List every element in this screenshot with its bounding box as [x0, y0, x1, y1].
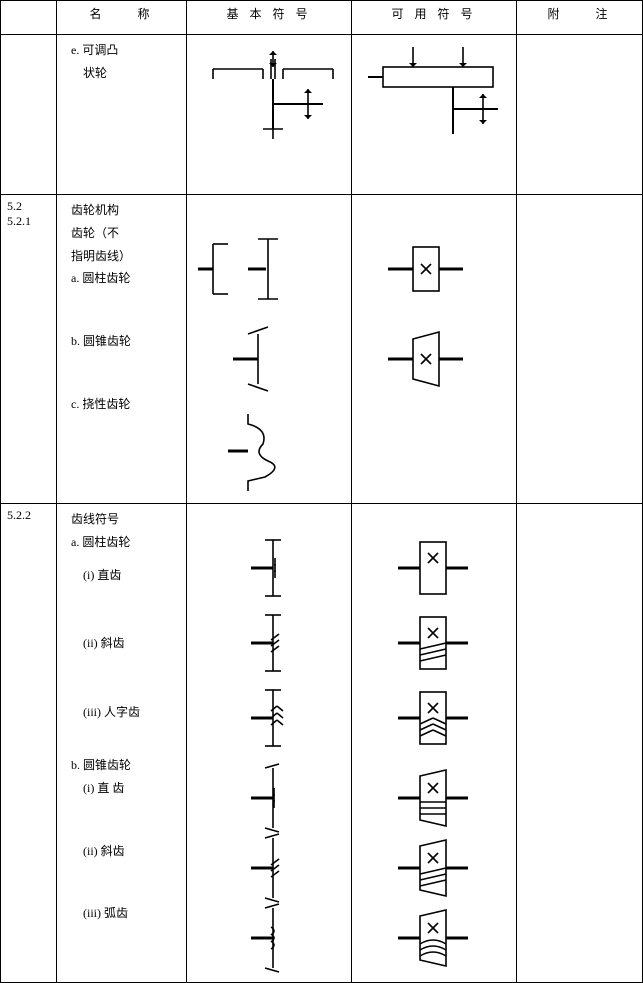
row-name: e. 可调凸状轮 [57, 35, 187, 195]
name-line: c. 挠性齿轮 [63, 393, 180, 416]
table-body: e. 可调凸状轮 5.25.2.1齿轮机构齿轮（不指明齿线）a. 圆柱齿轮b. … [1, 35, 643, 983]
note-cell [517, 35, 643, 195]
header-name: 名 称 [57, 1, 187, 35]
name-line: 指明齿线） [63, 245, 180, 268]
name-line: a. 圆柱齿轮 [63, 267, 180, 290]
name-line: 状轮 [63, 62, 180, 85]
name-line: (i) 直齿 [63, 564, 180, 587]
name-line: 齿轮机构 [63, 199, 180, 222]
row-number: 5.2.2 [1, 504, 57, 983]
header-row: 名 称 基 本 符 号 可 用 符 号 附 注 [1, 1, 643, 35]
basic-symbol-cell [187, 504, 352, 983]
name-line: 齿轮（不 [63, 222, 180, 245]
basic-symbol-cell [187, 195, 352, 504]
name-line: b. 圆锥齿轮 [63, 330, 180, 353]
row-number: 5.25.2.1 [1, 195, 57, 504]
basic-symbol-cell [187, 35, 352, 195]
row-number [1, 35, 57, 195]
name-line: (ii) 斜齿 [63, 632, 180, 655]
name-line: (iii) 弧齿 [63, 902, 180, 925]
alt-symbol-cell [352, 195, 517, 504]
note-cell [517, 195, 643, 504]
header-num [1, 1, 57, 35]
alt-symbol-cell [352, 504, 517, 983]
row-name: 齿轮机构齿轮（不指明齿线）a. 圆柱齿轮 b. 圆锥齿轮 c. 挠性齿轮 [57, 195, 187, 504]
note-cell [517, 504, 643, 983]
name-line: (ii) 斜齿 [63, 840, 180, 863]
row-name: 齿线符号a. 圆柱齿轮 (i) 直齿 (ii) 斜齿 (iii) 人字齿 b. 圆锥齿轮… [57, 504, 187, 983]
table-row: 5.2.2 齿线符号a. 圆柱齿轮 (i) 直齿 (ii) 斜齿 (iii) 人字齿 b.… [1, 504, 643, 983]
header-base: 基 本 符 号 [187, 1, 352, 35]
header-alt: 可 用 符 号 [352, 1, 517, 35]
alt-symbol-cell [352, 35, 517, 195]
name-line: (i) 直 齿 [63, 777, 180, 800]
name-line: (iii) 人字齿 [63, 701, 180, 724]
name-line: b. 圆锥齿轮 [63, 754, 180, 777]
table-row: 5.25.2.1 齿轮机构齿轮（不指明齿线）a. 圆柱齿轮 b. 圆锥齿轮 c. 挠性… [1, 195, 643, 504]
name-line: e. 可调凸 [63, 39, 180, 62]
page-container: 名 称 基 本 符 号 可 用 符 号 附 注 e. 可调凸状轮 5.25.2.… [0, 0, 643, 953]
table-row: e. 可调凸状轮 [1, 35, 643, 195]
name-line: 齿线符号 [63, 508, 180, 531]
header-note: 附 注 [517, 1, 643, 35]
symbols-table: 名 称 基 本 符 号 可 用 符 号 附 注 e. 可调凸状轮 5.25.2.… [0, 0, 643, 983]
name-line: a. 圆柱齿轮 [63, 531, 180, 554]
